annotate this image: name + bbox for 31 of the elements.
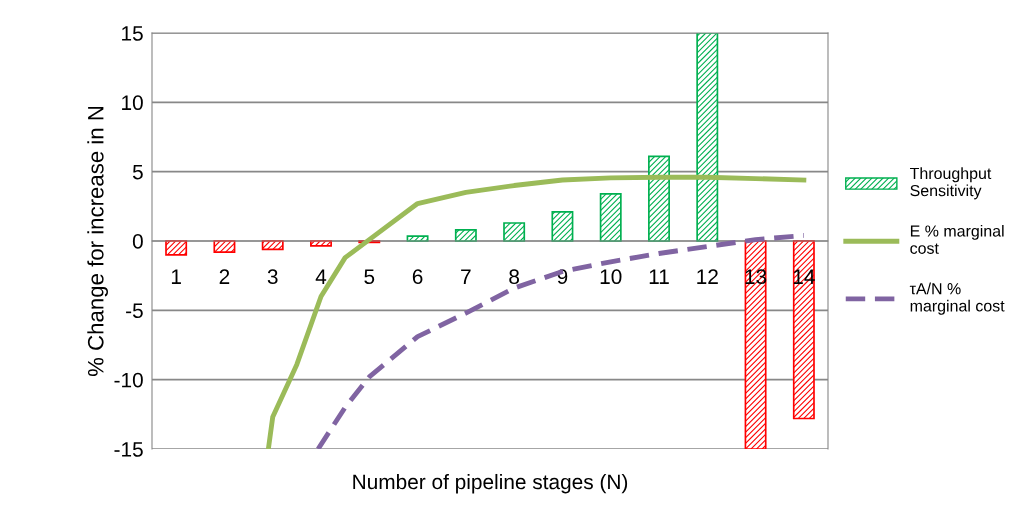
x-axis-title: Number of pipeline stages (N) bbox=[353, 473, 628, 494]
bar bbox=[551, 211, 574, 242]
y-axis-title: % Change for increase in N bbox=[87, 106, 108, 377]
bar bbox=[503, 222, 526, 242]
y-tick-label: 15 bbox=[122, 26, 143, 41]
bar bbox=[648, 155, 670, 242]
y-tick-label: -15 bbox=[114, 442, 143, 457]
y-tick-label: -5 bbox=[126, 303, 143, 319]
x-tick-label: 11 bbox=[649, 269, 669, 284]
x-tick-label: 1 bbox=[171, 269, 181, 284]
x-tick-label: 12 bbox=[697, 269, 718, 284]
bar bbox=[599, 193, 622, 242]
y-tick-label: -10 bbox=[114, 372, 143, 388]
legend-label: τA/N % marginal cost bbox=[909, 282, 1005, 315]
y-tick-label: 10 bbox=[122, 95, 143, 111]
x-tick-label: 2 bbox=[219, 269, 230, 284]
x-tick-label: 4 bbox=[315, 269, 327, 284]
y-tick-label: 5 bbox=[132, 164, 143, 180]
x-tick-label: 5 bbox=[364, 269, 375, 285]
legend-label: Throughput Sensitivity bbox=[910, 167, 992, 200]
x-tick-label: 6 bbox=[412, 269, 423, 285]
legend-label: E % marginal cost bbox=[910, 224, 1004, 254]
bar bbox=[696, 33, 719, 242]
x-tick-label: 7 bbox=[461, 269, 471, 284]
x-tick-label: 10 bbox=[600, 269, 622, 285]
x-tick-label: 3 bbox=[267, 269, 278, 285]
y-tick-label: 0 bbox=[132, 234, 143, 249]
bar bbox=[792, 240, 815, 420]
bar bbox=[165, 240, 188, 256]
x-tick-label: 8 bbox=[509, 269, 520, 285]
bar bbox=[744, 240, 767, 449]
